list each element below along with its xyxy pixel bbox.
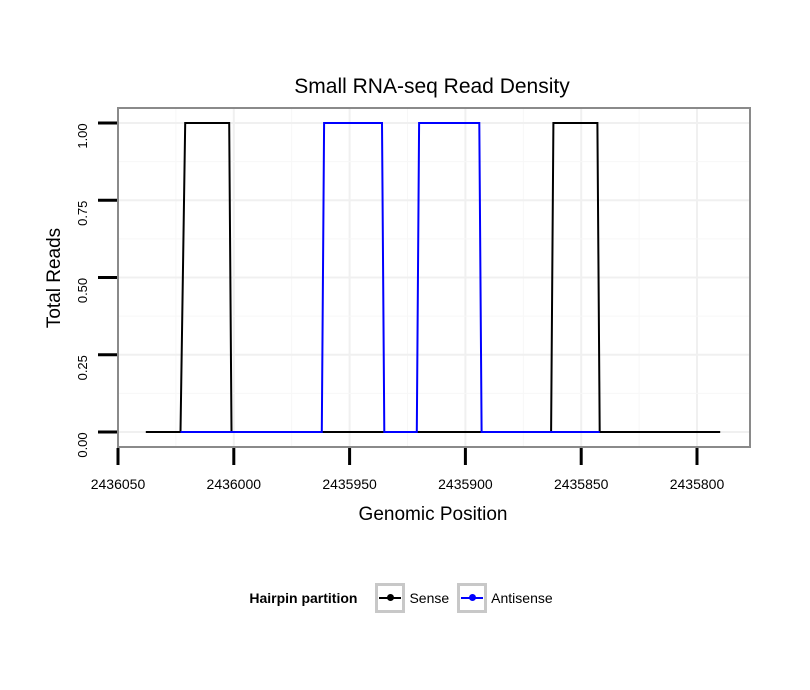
x-tick-label: 2436000 <box>207 476 262 492</box>
chart-title: Small RNA-seq Read Density <box>294 75 570 98</box>
x-tick-label: 2436050 <box>91 476 146 492</box>
legend-sense-dot <box>387 594 395 601</box>
y-tick-label: 0.00 <box>75 432 90 457</box>
legend-antisense-dot <box>469 594 477 601</box>
y-tick-label: 1.00 <box>75 123 90 148</box>
y-axis: 0.00 0.25 0.50 0.75 1.00 <box>75 121 117 458</box>
x-tick-label: 2435900 <box>438 476 493 492</box>
x-axis-label: Genomic Position <box>359 504 508 525</box>
legend-title: Hairpin partition <box>249 590 358 606</box>
y-tick-label: 0.75 <box>75 201 90 226</box>
legend: Hairpin partition Sense Antisense <box>0 578 810 618</box>
x-tick-label: 2435800 <box>670 476 725 492</box>
legend-key-antisense <box>457 583 488 613</box>
legend-label-sense: Sense <box>409 590 450 606</box>
x-tick-label: 2435950 <box>322 476 377 492</box>
y-axis-label: Total Reads <box>44 228 65 328</box>
x-axis: 2436050 2436000 2435950 2435900 2435850 24358… <box>91 448 725 492</box>
x-tick-label: 2435850 <box>554 476 609 492</box>
y-tick-label: 0.25 <box>75 355 90 380</box>
plot-border <box>117 107 751 448</box>
series-group <box>145 122 721 433</box>
legend-key-sense <box>375 583 406 613</box>
series-line-antisense <box>180 122 600 433</box>
y-tick-label: 0.50 <box>75 278 90 303</box>
legend-label-antisense: Antisense <box>491 590 553 606</box>
